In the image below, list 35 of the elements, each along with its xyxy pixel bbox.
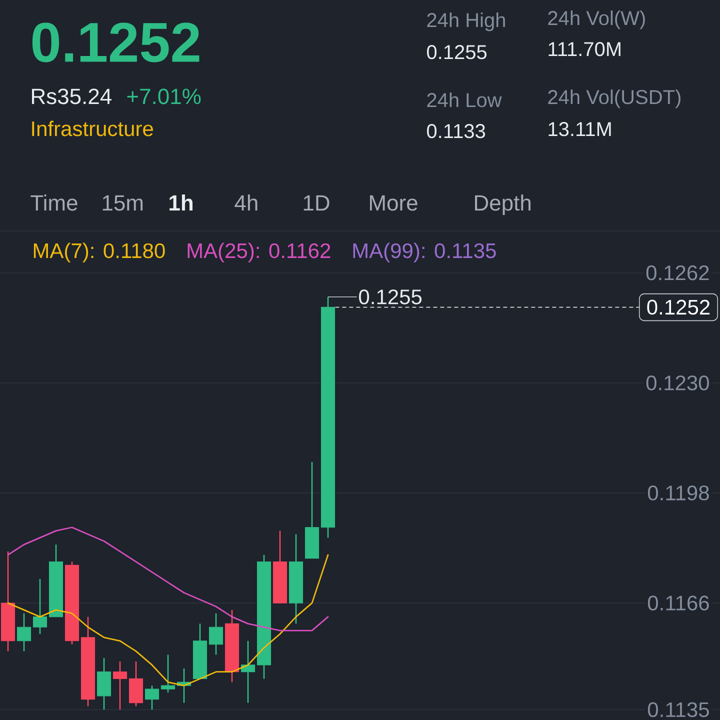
text: MA(25): 0.1162 [188, 242, 330, 262]
y-tick-label: 0.1262 [646, 265, 709, 280]
candlestick [112, 660, 128, 710]
annotation: 0.1255 [359, 289, 422, 304]
text: Depth [475, 194, 530, 216]
text: 4h [234, 194, 258, 210]
text: 111.70M [548, 42, 620, 56]
text: 13.11M [548, 122, 611, 136]
y-tick-label: 0.1230 [646, 375, 709, 390]
text: 0.1255 [426, 45, 487, 60]
text: +7.01% [127, 88, 201, 104]
text: 24h Low [427, 92, 502, 108]
text: 0.1133 [426, 124, 486, 138]
text: 15m [102, 195, 143, 211]
candlestick [16, 612, 32, 652]
text: Rs35.24 [32, 88, 112, 104]
text: 24h Vol(USDT) [548, 90, 680, 108]
ref-line-label: 0.1252 [647, 300, 710, 315]
y-tick-label: 0.1166 [648, 596, 709, 610]
text: 1D [304, 195, 330, 210]
y-tick-label: 0.1135 [648, 702, 709, 718]
candlestick [160, 654, 176, 694]
text: 1h [170, 194, 193, 210]
candlestick [144, 684, 160, 710]
text: MA(7): 0.1180 [34, 242, 165, 262]
candlestick [32, 578, 48, 635]
y-tick-label: 0.1198 [648, 486, 709, 500]
text: More [370, 195, 418, 211]
chart-title: 0.1252 [32, 22, 200, 62]
text: 24h Vol(W) [548, 10, 645, 30]
text: Time [30, 194, 78, 211]
legend-label: MA(99): 0.1135 [353, 242, 496, 262]
text: Infrastructure [32, 120, 153, 136]
candlestick [208, 612, 224, 656]
text: 24h High [427, 12, 505, 32]
